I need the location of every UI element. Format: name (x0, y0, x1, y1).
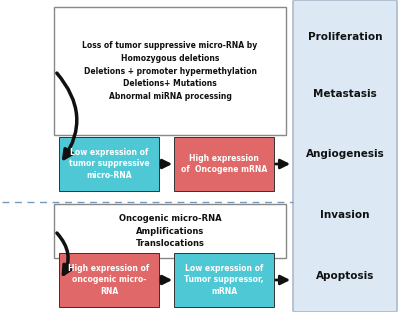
Text: Metastasis: Metastasis (313, 89, 377, 99)
FancyBboxPatch shape (174, 253, 274, 307)
Text: Apoptosis: Apoptosis (316, 271, 374, 281)
Text: Invasion: Invasion (320, 210, 370, 220)
FancyBboxPatch shape (59, 137, 159, 191)
FancyBboxPatch shape (54, 7, 286, 135)
Text: Angiogenesis: Angiogenesis (306, 149, 384, 159)
Text: Low expression of
Tumor suppressor,
mRNA: Low expression of Tumor suppressor, mRNA (184, 264, 264, 296)
Text: High expression
of  Oncogene mRNA: High expression of Oncogene mRNA (181, 154, 267, 174)
Text: Oncogenic micro-RNA
Amplifications
Translocations: Oncogenic micro-RNA Amplifications Trans… (119, 214, 221, 248)
FancyBboxPatch shape (59, 253, 159, 307)
Text: Low expression of
tumor suppressive
micro-RNA: Low expression of tumor suppressive micr… (69, 148, 149, 180)
FancyBboxPatch shape (174, 137, 274, 191)
Text: Loss of tumor suppressive micro-RNA by
Homozygous deletions
Deletions + promoter: Loss of tumor suppressive micro-RNA by H… (82, 41, 258, 101)
FancyBboxPatch shape (54, 204, 286, 258)
Text: High expression of
oncogenic micro-
RNA: High expression of oncogenic micro- RNA (68, 264, 150, 296)
FancyBboxPatch shape (293, 0, 397, 312)
Text: Proliferation: Proliferation (308, 32, 382, 42)
